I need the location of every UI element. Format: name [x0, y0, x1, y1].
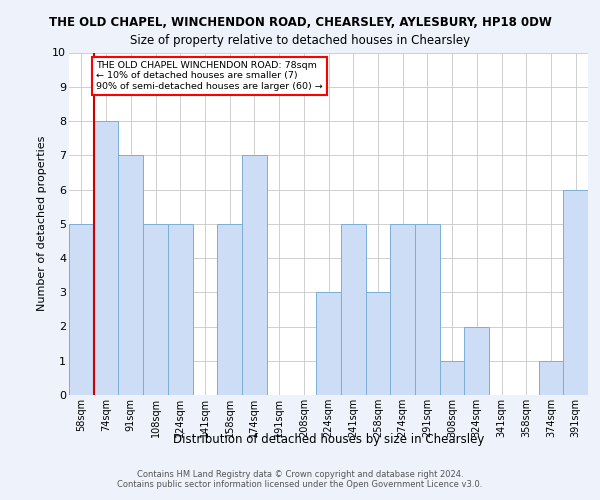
Bar	[242, 155, 267, 395]
Text: THE OLD CHAPEL, WINCHENDON ROAD, CHEARSLEY, AYLESBURY, HP18 0DW: THE OLD CHAPEL, WINCHENDON ROAD, CHEARSL…	[49, 16, 551, 29]
Bar	[365, 292, 390, 395]
Text: Distribution of detached houses by size in Chearsley: Distribution of detached houses by size …	[173, 432, 484, 446]
Bar	[464, 326, 489, 395]
Bar	[563, 190, 588, 395]
Text: Contains HM Land Registry data © Crown copyright and database right 2024.
Contai: Contains HM Land Registry data © Crown c…	[118, 470, 482, 489]
Bar	[440, 361, 464, 395]
Bar	[168, 224, 193, 395]
Y-axis label: Number of detached properties: Number of detached properties	[37, 136, 47, 312]
Text: Size of property relative to detached houses in Chearsley: Size of property relative to detached ho…	[130, 34, 470, 47]
Bar	[143, 224, 168, 395]
Bar	[316, 292, 341, 395]
Bar	[69, 224, 94, 395]
Bar	[390, 224, 415, 395]
Bar	[118, 155, 143, 395]
Bar	[217, 224, 242, 395]
Bar	[415, 224, 440, 395]
Text: THE OLD CHAPEL WINCHENDON ROAD: 78sqm
← 10% of detached houses are smaller (7)
9: THE OLD CHAPEL WINCHENDON ROAD: 78sqm ← …	[96, 61, 323, 91]
Bar	[539, 361, 563, 395]
Bar	[94, 121, 118, 395]
Bar	[341, 224, 365, 395]
